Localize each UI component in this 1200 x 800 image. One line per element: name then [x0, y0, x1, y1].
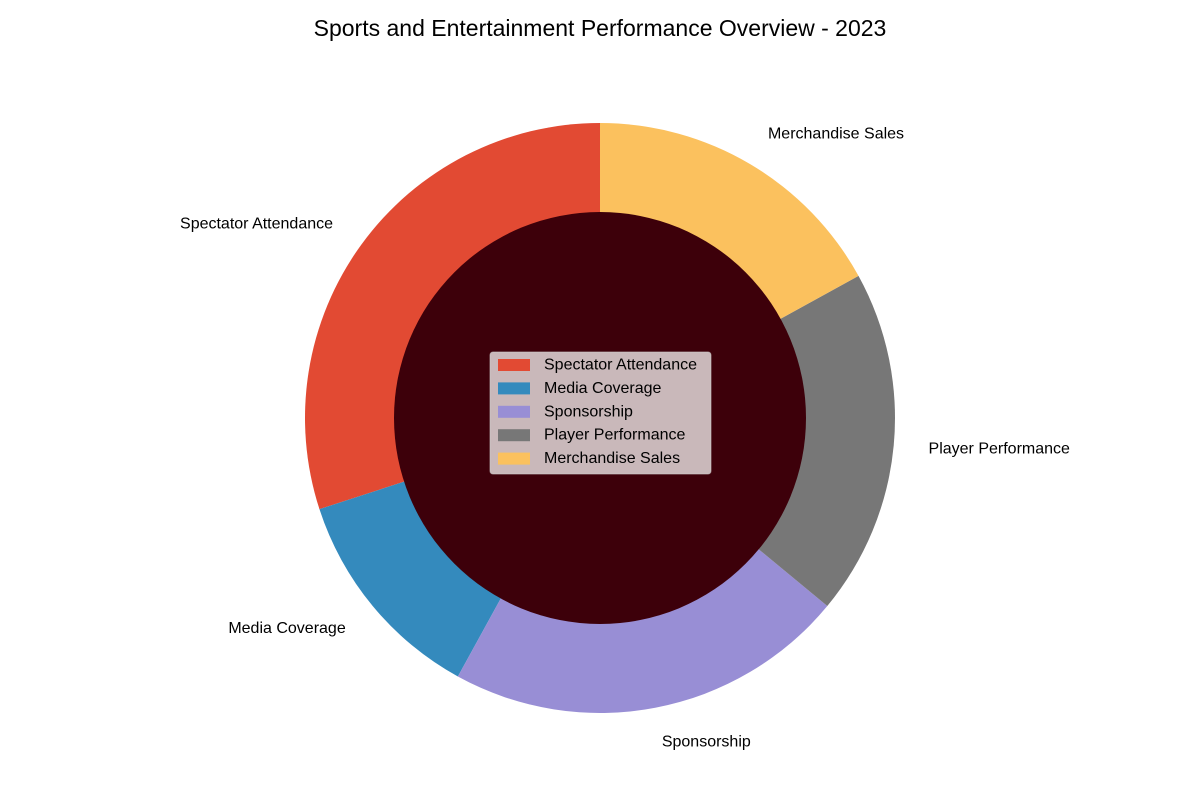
legend-label-player-performance: Player Performance	[544, 427, 685, 444]
legend-swatch-sponsorship	[498, 405, 530, 418]
legend-swatch-merchandise-sales	[498, 452, 530, 465]
legend-label-media-coverage: Media Coverage	[544, 380, 662, 397]
slice-label-media-coverage: Media Coverage	[228, 620, 346, 637]
slice-label-spectator-attendance: Spectator Attendance	[180, 216, 333, 233]
legend-swatch-media-coverage	[498, 382, 530, 395]
legend-label-sponsorship: Sponsorship	[544, 403, 633, 420]
legend-label-spectator-attendance: Spectator Attendance	[544, 357, 697, 374]
slice-labels: Spectator Attendance Media Coverage Sponso…	[180, 125, 1070, 750]
slice-label-merchandise-sales: Merchandise Sales	[768, 125, 904, 142]
chart-title: Sports and Entertainment Performance Ove…	[314, 15, 887, 41]
legend: Spectator Attendance Media Coverage Sponso…	[489, 351, 712, 475]
slice-label-sponsorship: Sponsorship	[662, 734, 751, 751]
legend-box	[489, 351, 712, 475]
legend-label-merchandise-sales: Merchandise Sales	[544, 450, 680, 467]
legend-swatch-player-performance	[498, 429, 530, 442]
legend-swatch-spectator-attendance	[498, 359, 530, 371]
slice-label-player-performance: Player Performance	[929, 441, 1070, 458]
